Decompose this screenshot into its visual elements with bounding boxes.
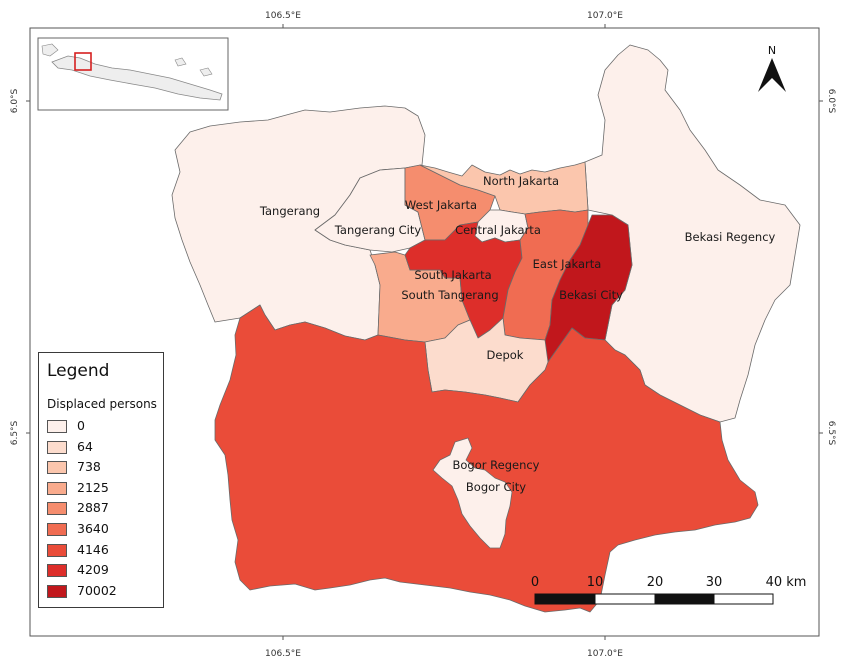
label-bogor-regency: Bogor Regency: [453, 458, 540, 472]
tick-left-60: 6.0°S: [10, 88, 20, 113]
label-tangerang-city: Tangerang City: [334, 223, 422, 237]
legend-label: 70002: [77, 582, 117, 598]
legend-swatch: [47, 584, 67, 598]
legend-swatch: [47, 481, 67, 495]
tick-right-60: 6.0°S: [826, 89, 836, 114]
region-bogor-regency: [214, 304, 759, 613]
label-bekasi-city: Bekasi City: [559, 288, 623, 302]
scale-label-10: 10: [587, 575, 604, 590]
label-bogor-city: Bogor City: [466, 480, 526, 494]
legend-swatch: [47, 440, 67, 454]
inset-highlight-box: [74, 52, 92, 71]
region-bogor-city: [432, 437, 513, 549]
label-south-jakarta: South Jakarta: [414, 268, 491, 282]
label-bekasi-regency: Bekasi Regency: [685, 230, 776, 244]
legend-label: 3640: [77, 520, 109, 536]
tick-left-65: 6.5°S: [10, 420, 20, 445]
legend-label: 2887: [77, 500, 109, 516]
tick-top-1070: 107.0°E: [587, 11, 623, 21]
tick-bottom-1065: 106.5°E: [265, 649, 301, 659]
legend-swatch: [47, 543, 67, 557]
north-label: N: [768, 44, 776, 57]
legend: Legend Displaced persons 0 64 738 2125 2…: [38, 352, 164, 608]
scale-label-0: 0: [531, 575, 539, 590]
tick-right-65: 6.5°S: [826, 421, 836, 446]
java-island-inset-icon: [37, 37, 229, 111]
legend-label: 64: [77, 438, 93, 454]
scale-label-30: 30: [706, 575, 723, 590]
legend-label: 738: [77, 459, 101, 475]
tick-top-1065: 106.5°E: [265, 11, 301, 21]
scale-label-20: 20: [647, 575, 664, 590]
label-east-jakarta: East Jakarta: [533, 257, 602, 271]
legend-swatch: [47, 461, 67, 475]
legend-subtitle: Displaced persons: [47, 397, 157, 411]
legend-swatch: [47, 502, 67, 516]
graticule-ticks: [26, 24, 823, 640]
label-tangerang: Tangerang: [259, 204, 320, 218]
north-arrow-icon: [758, 58, 786, 92]
scale-bar: [534, 593, 774, 605]
scale-label-40: 40 km: [766, 575, 807, 590]
label-central-jakarta: Central Jakarta: [455, 223, 541, 237]
legend-swatch: [47, 522, 67, 536]
tick-bottom-1070: 107.0°E: [587, 649, 623, 659]
label-south-tangerang: South Tangerang: [401, 288, 498, 302]
label-depok: Depok: [487, 348, 524, 362]
region-north-jakarta: [419, 161, 589, 215]
label-west-jakarta: West Jakarta: [405, 198, 477, 212]
legend-title: Legend: [47, 361, 110, 381]
legend-label: 2125: [77, 479, 109, 495]
label-north-jakarta: North Jakarta: [483, 174, 559, 188]
legend-label: 4209: [77, 562, 109, 578]
legend-label: 0: [77, 418, 85, 433]
legend-swatch: [47, 420, 67, 433]
legend-label: 4146: [77, 541, 109, 557]
legend-swatch: [47, 564, 67, 578]
